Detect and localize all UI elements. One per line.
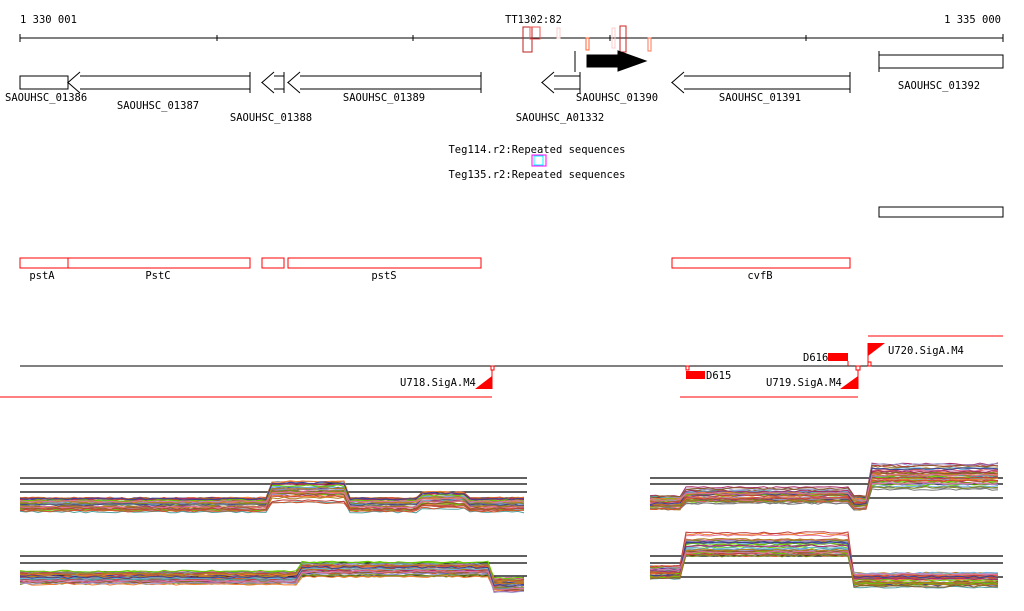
gene-SAOUHSC_01388[interactable] xyxy=(260,71,285,94)
gene-label: SAOUHSC_01387 xyxy=(117,100,199,112)
feature-label: pstS xyxy=(371,270,396,282)
expression-trace xyxy=(19,484,525,502)
feature-pstA[interactable] xyxy=(19,257,69,269)
expression-trace xyxy=(649,531,999,578)
feature-label: pstA xyxy=(29,270,55,282)
ruler-end-label: 1 335 000 xyxy=(944,14,1001,26)
terminator-label: D615 xyxy=(706,370,731,382)
expression-trace xyxy=(19,560,525,580)
expression-trace xyxy=(649,554,999,587)
feature-label: PstC xyxy=(145,270,170,282)
promoter-label: U718.SigA.M4 xyxy=(400,377,476,389)
ruler-start-label: 1 330 001 xyxy=(20,14,77,26)
expression-trace xyxy=(650,476,999,504)
expression-trace xyxy=(19,570,525,590)
expression-trace xyxy=(19,563,525,582)
promoter-U720[interactable] xyxy=(867,343,885,367)
gene-label: SAOUHSC_01391 xyxy=(719,92,801,104)
feature-PstC[interactable] xyxy=(67,257,251,269)
repeat-label: Teg114.r2:Repeated sequences xyxy=(448,144,625,156)
expression-trace xyxy=(649,537,999,584)
promoter-U718[interactable] xyxy=(475,365,495,389)
gene-SAOUHSC_01389[interactable] xyxy=(286,71,482,94)
expression-trace xyxy=(649,549,999,588)
feature-box[interactable] xyxy=(261,257,285,269)
expression-trace xyxy=(19,481,525,501)
promoter-track: U718.SigA.M4 D615 D616 U719.SigA.M4 U720… xyxy=(0,335,1003,398)
feature-pstS[interactable] xyxy=(287,257,482,269)
repeat-feature[interactable] xyxy=(531,154,547,167)
transcript-marks xyxy=(522,25,652,53)
expression-trace xyxy=(19,565,525,587)
promoter-label: U719.SigA.M4 xyxy=(766,377,842,389)
expression-trace xyxy=(650,487,999,510)
expression-trace xyxy=(649,550,999,576)
expression-trace xyxy=(649,470,999,501)
expression-trace xyxy=(19,570,525,592)
feature-cvfB[interactable] xyxy=(671,257,851,269)
expression-trace xyxy=(649,472,999,508)
gene-SAOUHSC_01391[interactable] xyxy=(670,71,851,94)
terminator-D615[interactable] xyxy=(685,365,705,379)
promoter-label: U720.SigA.M4 xyxy=(888,345,964,357)
gene-label: SAOUHSC_01386 xyxy=(5,92,87,104)
expression-trace xyxy=(649,532,999,577)
expression-trace xyxy=(649,541,999,579)
expression-trace xyxy=(649,464,999,499)
expression-trace xyxy=(649,548,999,586)
promoter-U719[interactable] xyxy=(840,365,861,389)
gene-SAOUHSC_01390[interactable] xyxy=(574,50,648,72)
gene-SAOUHSC_01387[interactable] xyxy=(66,71,251,94)
expression-trace xyxy=(19,501,525,513)
gene-SAOUHSC_A01332[interactable] xyxy=(540,71,581,94)
gene-label: SAOUHSC_01390 xyxy=(576,92,658,104)
feature-box[interactable] xyxy=(878,206,1004,218)
expression-trace xyxy=(650,544,999,581)
gene-label: SAOUHSC_01389 xyxy=(343,92,425,104)
expression-trace xyxy=(649,473,999,502)
terminator-D616[interactable] xyxy=(828,353,849,366)
marker-label: TT1302:82 xyxy=(505,14,562,26)
expression-trace xyxy=(19,490,525,503)
feature-label: cvfB xyxy=(747,270,772,282)
terminator-label: D616 xyxy=(803,352,828,364)
gene-label: SAOUHSC_A01332 xyxy=(516,112,605,124)
expression-profiles xyxy=(19,462,1003,594)
gene-SAOUHSC_01386[interactable] xyxy=(19,75,69,90)
expression-trace xyxy=(19,499,525,511)
ruler: 1 330 001 1 335 000 TT1302:82 xyxy=(19,14,1004,53)
expression-trace xyxy=(649,486,999,508)
gene-label: SAOUHSC_01392 xyxy=(898,80,980,92)
gene-label: SAOUHSC_01388 xyxy=(230,112,312,124)
gene-SAOUHSC_01392[interactable] xyxy=(878,51,1004,72)
repeat-label: Teg135.r2:Repeated sequences xyxy=(448,169,625,181)
